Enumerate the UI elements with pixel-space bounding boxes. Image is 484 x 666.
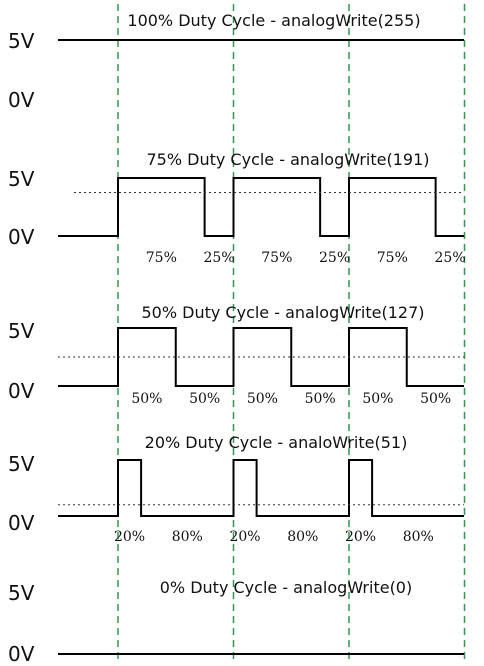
high-voltage-label: 5V [8, 167, 35, 191]
low-voltage-label: 0V [8, 88, 35, 112]
panel-title: 100% Duty Cycle - analogWrite(255) [127, 11, 420, 30]
low-time-label: 25% [319, 250, 350, 266]
low-voltage-label: 0V [8, 511, 35, 535]
high-time-label: 50% [247, 391, 278, 407]
low-voltage-label: 0V [8, 642, 35, 666]
pulse-labels: 50% 50% 50% 50% 50% 50% [131, 391, 451, 407]
signal-line [58, 459, 464, 517]
panel-title: 0% Duty Cycle - analogWrite(0) [160, 578, 412, 597]
high-voltage-label: 5V [8, 319, 35, 343]
panel-50-duty: 50% Duty Cycle - analogWrite(127) 5V 0V … [8, 303, 464, 407]
low-time-label: 25% [435, 250, 466, 266]
low-time-label: 25% [204, 250, 235, 266]
panel-title: 20% Duty Cycle - analoWrite(51) [145, 433, 408, 452]
low-time-label: 80% [287, 529, 318, 545]
low-voltage-label: 0V [8, 379, 35, 403]
panel-0-duty: 0% Duty Cycle - analogWrite(0) 5V 0V [8, 578, 464, 666]
panel-75-duty: 75% Duty Cycle - analogWrite(191) 5V 0V … [8, 150, 466, 266]
signal-line [58, 327, 464, 387]
pulse-labels: 75% 25% 75% 25% 75% 25% [146, 250, 466, 266]
high-voltage-label: 5V [8, 452, 35, 476]
high-voltage-label: 5V [8, 581, 35, 605]
high-time-label: 75% [261, 250, 292, 266]
panel-title: 50% Duty Cycle - analogWrite(127) [141, 303, 424, 322]
high-time-label: 20% [114, 529, 145, 545]
pulse-labels: 20% 80% 20% 80% 20% 80% [114, 529, 434, 545]
panel-100-duty: 100% Duty Cycle - analogWrite(255) 5V 0V [8, 11, 464, 112]
high-time-label: 50% [131, 391, 162, 407]
high-time-label: 75% [146, 250, 177, 266]
panel-20-duty: 20% Duty Cycle - analoWrite(51) 5V 0V 20… [8, 433, 464, 545]
pwm-waveform [58, 177, 464, 237]
low-time-label: 80% [172, 529, 203, 545]
low-time-label: 50% [305, 391, 336, 407]
high-time-label: 20% [229, 529, 260, 545]
panel-title: 75% Duty Cycle - analogWrite(191) [146, 150, 429, 169]
high-time-label: 75% [377, 250, 408, 266]
pwm-waveform [58, 327, 464, 387]
low-time-label: 50% [420, 391, 451, 407]
signal-line [58, 177, 464, 237]
high-time-label: 50% [362, 391, 393, 407]
pwm-waveform [58, 459, 464, 517]
high-time-label: 20% [345, 529, 376, 545]
low-voltage-label: 0V [8, 225, 35, 249]
low-time-label: 50% [189, 391, 220, 407]
high-voltage-label: 5V [8, 29, 35, 53]
low-time-label: 80% [403, 529, 434, 545]
